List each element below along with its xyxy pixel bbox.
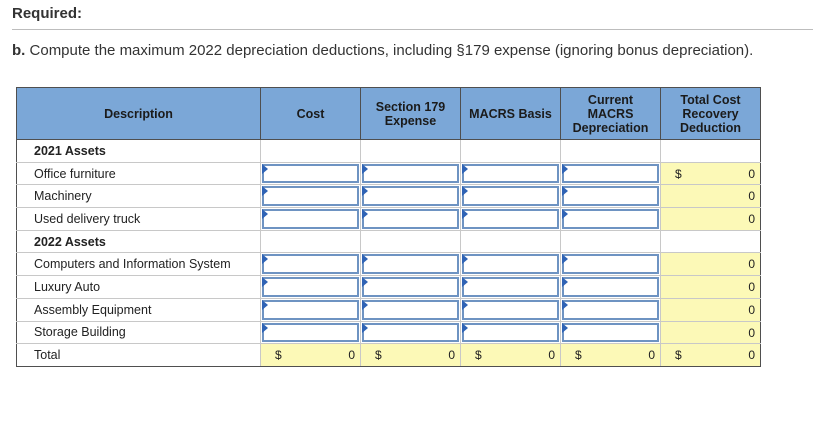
storage-section179-input[interactable] — [362, 322, 459, 343]
col-description: Description — [16, 87, 261, 140]
question-label: b. — [12, 42, 26, 59]
total-macrs-basis: $0 — [460, 343, 561, 367]
computers-cost-input[interactable] — [262, 254, 359, 275]
storage-basis-input[interactable] — [462, 322, 559, 343]
section-row-2022: 2022 Assets — [16, 229, 761, 254]
total-value: 0 — [548, 348, 555, 363]
table-row: Machinery 0 — [16, 184, 761, 209]
truck-basis-input[interactable] — [462, 209, 559, 229]
assembly-basis-input[interactable] — [462, 299, 559, 320]
section-label: 2021 Assets — [16, 139, 261, 163]
dollar-sign: $ — [375, 348, 382, 363]
computers-current-input[interactable] — [562, 254, 659, 275]
auto-deduction: 0 — [660, 275, 761, 299]
col-total-deduction: Total Cost Recovery Deduction — [660, 87, 761, 140]
total-row: Total $0 $0 $0 $0 $0 — [16, 343, 761, 367]
table-row: Used delivery truck 0 — [16, 207, 761, 231]
table-row: Storage Building 0 — [16, 320, 761, 345]
row-label-machinery: Machinery — [16, 184, 261, 209]
office-furniture-section179-input[interactable] — [362, 163, 459, 184]
section-row-2021: 2021 Assets — [16, 139, 761, 163]
col-current-macrs: Current MACRS Depreciation — [560, 87, 661, 140]
total-value: 0 — [348, 348, 355, 363]
machinery-cost-input[interactable] — [262, 186, 359, 207]
col-macrs-basis: MACRS Basis — [460, 87, 561, 140]
storage-cost-input[interactable] — [262, 322, 359, 343]
total-value: 0 — [448, 348, 455, 363]
auto-cost-input[interactable] — [262, 277, 359, 297]
assembly-current-input[interactable] — [562, 299, 659, 320]
deduction-value: 0 — [748, 189, 755, 204]
table-row: Office furniture $0 — [16, 161, 761, 186]
deduction-value: 0 — [748, 325, 755, 340]
row-label-used-delivery-truck: Used delivery truck — [16, 207, 261, 231]
depreciation-table: Description Cost Section 179 Expense MACR… — [16, 87, 761, 367]
row-label-office-furniture: Office furniture — [16, 161, 261, 186]
row-label-assembly-equipment: Assembly Equipment — [16, 297, 261, 322]
truck-current-input[interactable] — [562, 209, 659, 229]
deduction-value: 0 — [748, 257, 755, 272]
dollar-sign: $ — [475, 348, 482, 363]
deduction-value: 0 — [748, 302, 755, 317]
truck-cost-input[interactable] — [262, 209, 359, 229]
assembly-section179-input[interactable] — [362, 299, 459, 320]
computers-deduction: 0 — [660, 252, 761, 277]
row-label-luxury-auto: Luxury Auto — [16, 275, 261, 299]
dollar-sign: $ — [575, 348, 582, 363]
total-deduction: $0 — [660, 343, 761, 367]
deduction-value: 0 — [748, 212, 755, 227]
deduction-value: 0 — [748, 166, 755, 181]
storage-deduction: 0 — [660, 320, 761, 345]
office-furniture-basis-input[interactable] — [462, 163, 559, 184]
truck-deduction: 0 — [660, 207, 761, 231]
total-section179: $0 — [360, 343, 461, 367]
header-row: Description Cost Section 179 Expense MACR… — [16, 87, 761, 140]
total-value: 0 — [648, 348, 655, 363]
auto-basis-input[interactable] — [462, 277, 559, 297]
section-label: 2022 Assets — [16, 229, 261, 254]
total-current: $0 — [560, 343, 661, 367]
auto-current-input[interactable] — [562, 277, 659, 297]
row-label-computers: Computers and Information System — [16, 252, 261, 277]
assembly-cost-input[interactable] — [262, 299, 359, 320]
dollar-sign: $ — [675, 348, 682, 363]
question-body: Compute the maximum 2022 depreciation de… — [29, 42, 754, 59]
table-row: Assembly Equipment 0 — [16, 297, 761, 322]
machinery-deduction: 0 — [660, 184, 761, 209]
auto-section179-input[interactable] — [362, 277, 459, 297]
required-heading: Required: — [12, 5, 83, 22]
col-cost: Cost — [260, 87, 361, 140]
table-row: Luxury Auto 0 — [16, 275, 761, 299]
row-label-total: Total — [16, 343, 261, 367]
total-value: 0 — [748, 348, 755, 363]
assembly-deduction: 0 — [660, 297, 761, 322]
deduction-value: 0 — [748, 280, 755, 295]
office-furniture-cost-input[interactable] — [262, 163, 359, 184]
machinery-current-input[interactable] — [562, 186, 659, 207]
table-row: Computers and Information System 0 — [16, 252, 761, 277]
truck-section179-input[interactable] — [362, 209, 459, 229]
row-label-storage-building: Storage Building — [16, 320, 261, 345]
office-furniture-current-input[interactable] — [562, 163, 659, 184]
dollar-sign: $ — [275, 348, 282, 363]
question-text: b. Compute the maximum 2022 depreciation… — [12, 42, 753, 59]
machinery-section179-input[interactable] — [362, 186, 459, 207]
computers-basis-input[interactable] — [462, 254, 559, 275]
computers-section179-input[interactable] — [362, 254, 459, 275]
office-furniture-deduction: $0 — [660, 161, 761, 186]
col-section179: Section 179 Expense — [360, 87, 461, 140]
divider — [12, 29, 813, 30]
machinery-basis-input[interactable] — [462, 186, 559, 207]
storage-current-input[interactable] — [562, 322, 659, 343]
total-cost: $0 — [260, 343, 361, 367]
dollar-sign: $ — [675, 166, 682, 181]
